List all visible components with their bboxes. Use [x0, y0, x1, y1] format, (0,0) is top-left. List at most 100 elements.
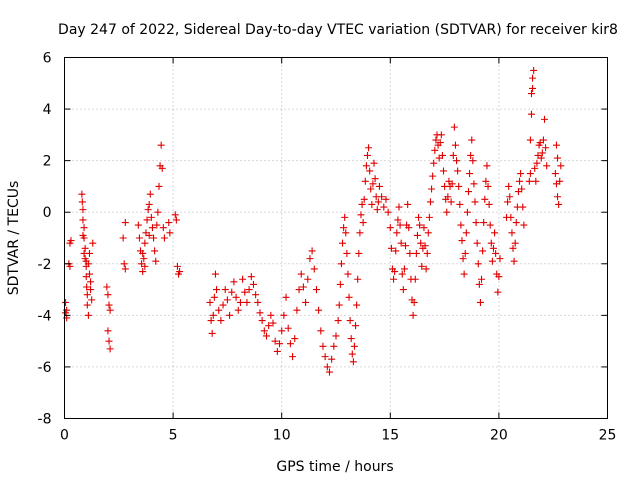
data-point [496, 255, 504, 263]
data-point [249, 280, 257, 288]
data-point [171, 211, 179, 219]
data-point [141, 239, 149, 247]
data-point [78, 198, 86, 206]
data-point [245, 286, 253, 294]
data-point [157, 141, 165, 149]
data-point [297, 270, 305, 278]
data-point [421, 242, 429, 250]
data-point [312, 286, 320, 294]
data-point [143, 216, 151, 224]
data-point [410, 298, 418, 306]
data-point [83, 283, 91, 291]
data-point [234, 306, 242, 314]
data-point [217, 317, 225, 325]
data-point [221, 286, 229, 294]
data-point [412, 249, 420, 257]
data-point [146, 190, 154, 198]
data-point [81, 244, 89, 252]
data-point [406, 249, 414, 257]
data-point [506, 193, 514, 201]
data-point [155, 182, 163, 190]
data-point [543, 162, 551, 170]
data-point [453, 157, 461, 165]
data-point [256, 309, 264, 317]
data-point [494, 288, 502, 296]
data-point [106, 306, 114, 314]
data-point [269, 319, 277, 327]
x-tick-labels: 0 5 10 15 20 25 [60, 428, 616, 444]
plot-frame [64, 57, 608, 419]
y-tick-label: 2 [43, 154, 52, 170]
data-point [554, 193, 562, 201]
data-point [356, 229, 364, 237]
data-point [375, 182, 383, 190]
data-point [529, 74, 537, 82]
data-point [210, 293, 218, 301]
data-point [67, 237, 75, 245]
data-point [450, 123, 458, 131]
x-axis-label: GPS time / hours [276, 459, 393, 475]
data-point [323, 363, 331, 371]
data-point [144, 206, 152, 214]
data-point [141, 262, 149, 270]
data-point [367, 185, 375, 193]
data-point [368, 200, 376, 208]
data-point [336, 280, 344, 288]
data-point [451, 141, 459, 149]
data-point [436, 139, 444, 147]
y-tick-label: -4 [38, 308, 52, 324]
y-tick-label: 0 [43, 205, 52, 221]
data-point [504, 198, 512, 206]
data-point [260, 327, 268, 335]
x-tick-label: 10 [273, 428, 291, 444]
data-point [532, 177, 540, 185]
data-point [420, 224, 428, 232]
data-point [325, 368, 333, 376]
data-point [537, 154, 545, 162]
data-point [352, 322, 360, 330]
data-point [487, 239, 495, 247]
data-point [428, 185, 436, 193]
x-tick-label: 15 [381, 428, 399, 444]
data-point [341, 213, 349, 221]
data-point [423, 249, 431, 257]
data-point [355, 249, 363, 257]
data-point [299, 283, 307, 291]
data-point [172, 216, 180, 224]
data-point [398, 270, 406, 278]
data-point [516, 177, 524, 185]
data-point [459, 255, 467, 263]
data-point [529, 84, 537, 92]
data-point [176, 268, 184, 276]
data-point [527, 90, 535, 98]
data-point [417, 239, 425, 247]
data-point [315, 306, 323, 314]
data-point [306, 255, 314, 263]
y-tick-label: 4 [43, 102, 52, 118]
data-point [160, 234, 168, 242]
data-point [330, 342, 338, 350]
data-point [346, 317, 354, 325]
data-point [440, 167, 448, 175]
data-point [207, 317, 215, 325]
data-point [396, 221, 404, 229]
data-point [215, 306, 223, 314]
data-point [380, 203, 388, 211]
data-point [480, 219, 488, 227]
data-point [424, 229, 432, 237]
data-point [443, 208, 451, 216]
data-point [371, 175, 379, 183]
data-point [223, 296, 231, 304]
data-point [437, 131, 445, 139]
data-point [83, 291, 91, 299]
data-series [62, 66, 565, 376]
data-point [530, 66, 538, 74]
data-point [489, 244, 497, 252]
data-point [470, 180, 478, 188]
data-point [121, 219, 129, 227]
data-point [505, 182, 513, 190]
data-point [278, 327, 286, 335]
data-point [158, 164, 166, 172]
data-point [541, 115, 549, 123]
data-point [228, 288, 236, 296]
